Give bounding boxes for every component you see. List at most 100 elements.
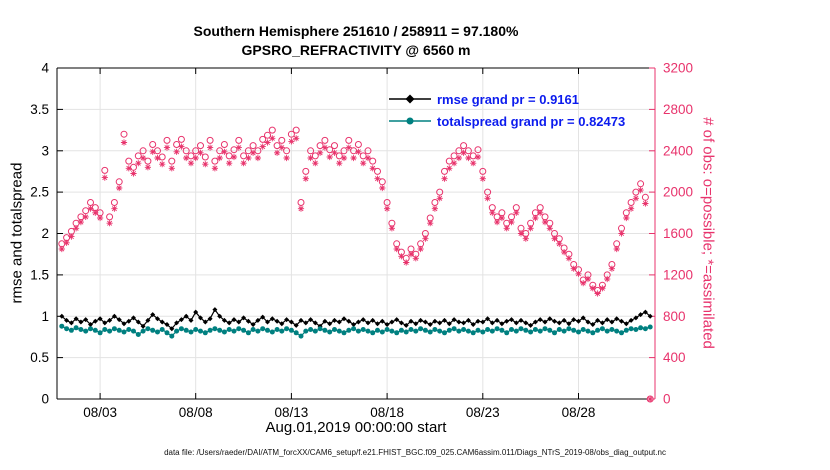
open-circle-marker — [297, 199, 305, 206]
dot-marker — [547, 327, 553, 333]
dot-marker — [241, 327, 247, 333]
dot-marker — [418, 326, 424, 332]
open-circle-marker — [331, 142, 338, 150]
open-circle-marker — [378, 178, 386, 186]
open-circle-marker — [374, 167, 381, 175]
y-tick-label: 0.5 — [30, 350, 49, 365]
open-circle-marker — [216, 147, 224, 155]
dot-marker — [360, 327, 366, 332]
dot-marker — [523, 327, 529, 333]
dot-marker — [446, 327, 452, 333]
dot-marker — [494, 326, 500, 332]
dot-marker — [398, 327, 404, 333]
chart-title-line1: Southern Hemisphere 251610 / 258911 = 97… — [193, 23, 519, 39]
dot-marker — [255, 328, 261, 334]
open-circle-marker — [264, 131, 271, 139]
open-circle-marker — [201, 153, 209, 161]
dot-marker — [499, 327, 505, 333]
x-axis-label: Aug.01,2019 00:00:00 start — [265, 419, 447, 436]
legend: rmse grand pr = 0.9161 totalspread grand… — [388, 88, 625, 132]
dot-marker — [566, 326, 572, 332]
legend-entry-rmse: rmse grand pr = 0.9161 — [388, 88, 625, 110]
open-circle-marker — [259, 135, 267, 143]
open-circle-marker — [278, 136, 286, 144]
dot-marker — [394, 330, 400, 336]
dot-marker — [633, 327, 639, 332]
dot-marker — [245, 330, 251, 336]
legend-label-rmse: rmse grand pr = 0.9161 — [437, 91, 579, 107]
dot-marker — [590, 330, 596, 336]
dot-marker — [274, 327, 280, 332]
dot-marker — [480, 329, 486, 335]
open-circle-marker — [283, 147, 291, 155]
open-circle-marker — [350, 147, 358, 155]
dot-marker — [537, 328, 543, 334]
open-circle-marker — [345, 136, 353, 144]
dot-marker — [341, 330, 347, 336]
right-axis-label: # of obs: o=possible; *=assimilated — [699, 117, 717, 349]
open-circle-marker — [87, 199, 94, 206]
open-circle-marker — [168, 157, 176, 165]
dot-marker — [88, 326, 93, 332]
dot-marker — [518, 326, 524, 332]
dot-marker — [164, 330, 170, 336]
y2-tick-label: 3200 — [663, 61, 693, 76]
open-circle-marker — [220, 141, 228, 148]
dot-marker — [571, 327, 577, 333]
dot-marker — [375, 327, 380, 333]
dot-marker — [585, 328, 591, 334]
series-line — [61, 325, 651, 337]
y2-tick-label: 2800 — [663, 102, 693, 117]
y2-tick-label: 1200 — [663, 267, 693, 282]
dot-marker — [183, 327, 189, 333]
dot-marker — [217, 327, 223, 333]
open-circle-marker — [474, 146, 482, 154]
series-line — [61, 308, 651, 330]
dot-marker — [269, 329, 275, 335]
open-circle-marker — [182, 147, 190, 155]
open-circle-marker — [307, 147, 315, 155]
dot-marker — [68, 327, 74, 333]
open-circle-marker — [211, 157, 219, 165]
open-circle-marker — [106, 213, 114, 221]
x-tick-label: 08/18 — [370, 405, 404, 420]
dot-marker — [599, 326, 605, 332]
open-circle-marker — [139, 147, 147, 155]
dot-marker — [532, 327, 538, 332]
open-circle-marker — [268, 126, 276, 134]
open-circle-marker — [115, 178, 123, 186]
series-assimilated_obs — [58, 135, 654, 403]
y2-tick-label: 1600 — [663, 226, 693, 241]
y-tick-label: 1.5 — [30, 267, 49, 282]
dot-marker — [308, 327, 314, 332]
y-tick-label: 3 — [41, 143, 49, 158]
legend-diamond — [405, 94, 415, 104]
dot-marker — [437, 328, 443, 334]
open-circle-marker — [431, 199, 439, 206]
dot-marker — [116, 327, 122, 333]
asterisk-markers — [58, 135, 654, 403]
open-circle-marker — [125, 157, 133, 165]
open-circle-marker — [441, 167, 448, 175]
dot-marker — [351, 326, 357, 332]
dot-marker — [556, 327, 562, 332]
dot-marker — [346, 327, 352, 333]
dot-marker — [92, 327, 98, 333]
dot-marker — [528, 329, 534, 335]
rmse-line-marker-icon — [388, 92, 432, 106]
dot-marker — [489, 328, 495, 334]
dot-marker — [504, 330, 510, 336]
dot-marker — [83, 328, 89, 334]
dot-marker — [135, 332, 141, 337]
dot-marker — [552, 330, 557, 336]
dot-marker — [461, 327, 467, 332]
dot-marker — [178, 326, 184, 332]
open-circle-marker — [110, 199, 118, 206]
dot-marker — [614, 328, 620, 334]
left-axis-ticks: 0 0.5 1 1.5 2 2.5 3 3.5 4 — [30, 61, 63, 407]
y2-tick-label: 2400 — [663, 143, 693, 158]
dot-marker — [322, 327, 328, 333]
x-tick-label: 08/03 — [83, 405, 117, 420]
open-circle-marker — [144, 157, 152, 165]
